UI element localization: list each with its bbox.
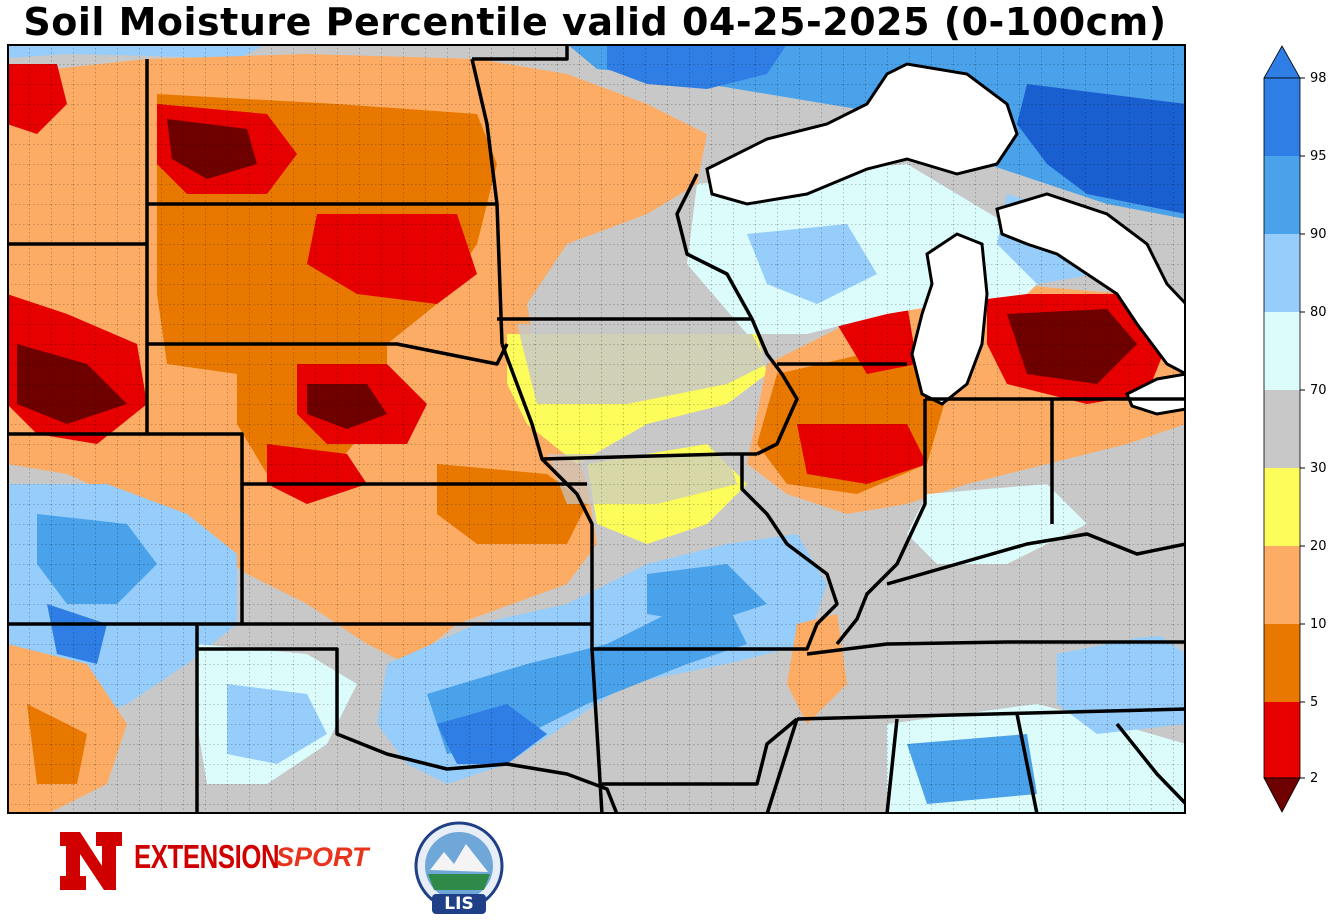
lis-logo-text: LIS xyxy=(444,894,474,914)
colorbar-segment-95-98 xyxy=(1264,78,1300,156)
colorbar-tick-90: 90 xyxy=(1310,227,1327,242)
colorbar-tick-70: 70 xyxy=(1310,383,1327,398)
soil-moisture-map xyxy=(7,44,1186,814)
colorbar-segment-70-80 xyxy=(1264,312,1300,390)
colorbar-tick-2: 2 xyxy=(1310,771,1319,786)
colorbar-segment-20-30 xyxy=(1264,468,1300,546)
nasa-lis-logo-icon xyxy=(414,821,504,914)
colorbar-tick-95: 95 xyxy=(1310,149,1327,164)
sport-logo-text: SPORT xyxy=(276,842,369,872)
colorbar-segment-10-20 xyxy=(1264,546,1300,624)
colorbar-segment-5-10 xyxy=(1264,624,1300,702)
colorbar-segment-2-5 xyxy=(1264,702,1300,778)
nebraska-n-logo-icon xyxy=(60,832,122,890)
logos: EXTENSION SPORT LIS xyxy=(50,820,520,920)
lake-superior xyxy=(705,62,1019,206)
colorbar xyxy=(1263,45,1305,813)
colorbar-tick-20: 20 xyxy=(1310,539,1327,554)
extension-logo-text: EXTENSION xyxy=(134,838,280,875)
colorbar-tick-5: 5 xyxy=(1310,695,1319,710)
lake-erie xyxy=(1125,372,1186,416)
colorbar-segment-90-95 xyxy=(1264,156,1300,234)
colorbar-tick-30: 30 xyxy=(1310,461,1327,476)
colorbar-extend-bottom xyxy=(1263,777,1301,813)
colorbar-tick-98: 98 xyxy=(1310,71,1327,86)
map-title: Soil Moisture Percentile valid 04-25-202… xyxy=(23,0,1167,44)
colorbar-tick-80: 80 xyxy=(1310,305,1327,320)
lake-michigan xyxy=(910,232,989,406)
colorbar-tick-10: 10 xyxy=(1310,617,1327,632)
colorbar-segment-80-90 xyxy=(1264,234,1300,312)
colorbar-segment-30-70 xyxy=(1264,390,1300,468)
lake-huron xyxy=(995,192,1186,376)
colorbar-extend-top xyxy=(1263,45,1301,79)
